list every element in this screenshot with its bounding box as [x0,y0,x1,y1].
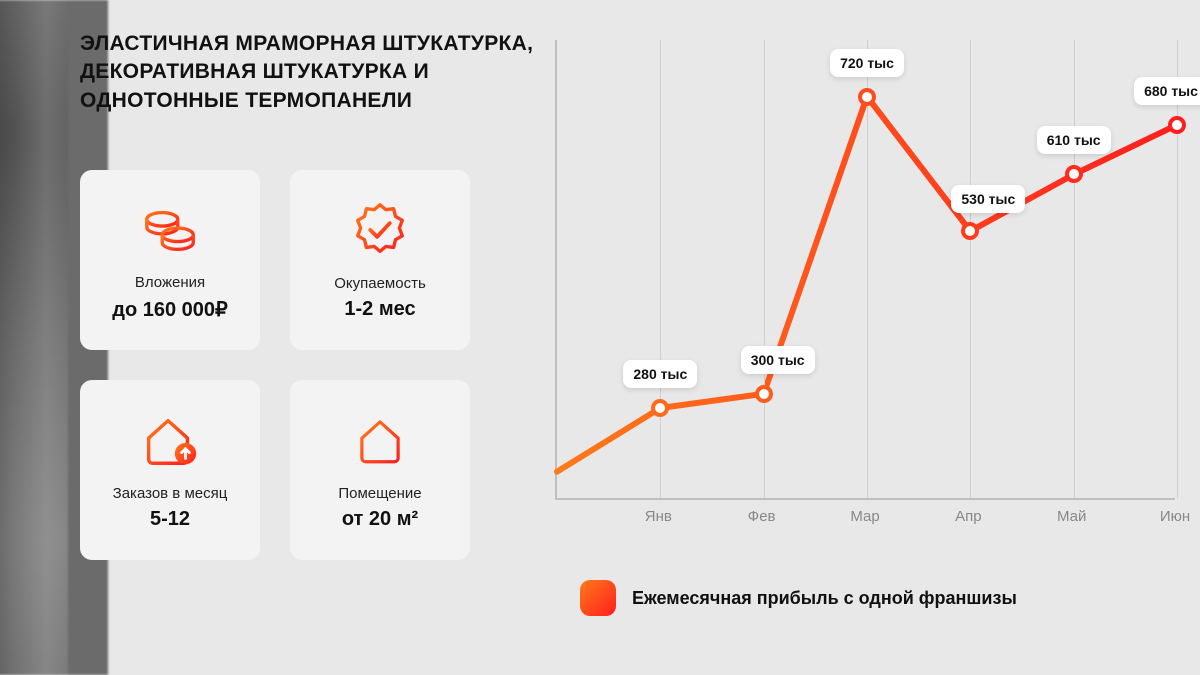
badge-check-icon [349,199,411,261]
chart-point-marker [651,399,669,417]
card-label: Вложения [135,274,205,291]
chart-x-tick-label: Апр [955,508,981,525]
chart-value-tag: 300 тыс [741,346,815,374]
card-value: 1-2 мес [344,298,415,321]
chart-gridline [867,40,868,498]
card-space: Помещение от 20 м² [290,380,470,560]
house-icon [349,409,411,471]
chart-gridline [660,40,661,498]
chart-x-tick-label: Янв [645,508,672,525]
card-label: Помещение [338,485,421,502]
decorative-brush-stroke [0,0,90,675]
card-orders: Заказов в месяц 5-12 [80,380,260,560]
chart-x-tick-label: Май [1057,508,1086,525]
chart-point-marker [755,385,773,403]
legend-text: Ежемесячная прибыль с одной франшизы [632,588,1017,609]
chart-gridline [764,40,765,498]
stat-cards: Вложения до 160 000₽ Окупаемость 1-2 мес… [80,170,470,560]
chart-point-marker [858,88,876,106]
chart-value-tag: 720 тыс [830,49,904,77]
chart-legend: Ежемесячная прибыль с одной франшизы [580,580,1017,616]
chart-gridline [970,40,971,498]
chart-value-tag: 280 тыс [623,360,697,388]
page-title: ЭЛАСТИЧНАЯ МРАМОРНАЯ ШТУКАТУРКА, ДЕКОРАТ… [80,30,580,115]
coins-icon [139,198,201,260]
legend-swatch [580,580,616,616]
card-value: от 20 м² [342,508,418,531]
card-label: Окупаемость [334,275,426,292]
chart-x-tick-label: Мар [850,508,879,525]
profit-line-chart: 280 тыс300 тыс720 тыс530 тыс610 тыс680 т… [555,40,1175,560]
chart-gridline [1074,40,1075,498]
chart-plot-area: 280 тыс300 тыс720 тыс530 тыс610 тыс680 т… [555,40,1175,500]
chart-x-tick-label: Фев [748,508,776,525]
chart-value-tag: 530 тыс [951,185,1025,213]
card-value: до 160 000₽ [112,297,228,322]
card-value: 5-12 [150,508,190,531]
chart-value-tag: 680 тыс [1134,77,1200,105]
card-investment: Вложения до 160 000₽ [80,170,260,350]
house-up-icon [139,409,201,471]
chart-point-marker [1065,165,1083,183]
chart-point-marker [961,222,979,240]
chart-gridline [1177,40,1178,498]
chart-x-tick-label: Июн [1160,508,1190,525]
chart-value-tag: 610 тыс [1037,126,1111,154]
card-payback: Окупаемость 1-2 мес [290,170,470,350]
card-label: Заказов в месяц [113,485,228,502]
chart-point-marker [1168,116,1186,134]
